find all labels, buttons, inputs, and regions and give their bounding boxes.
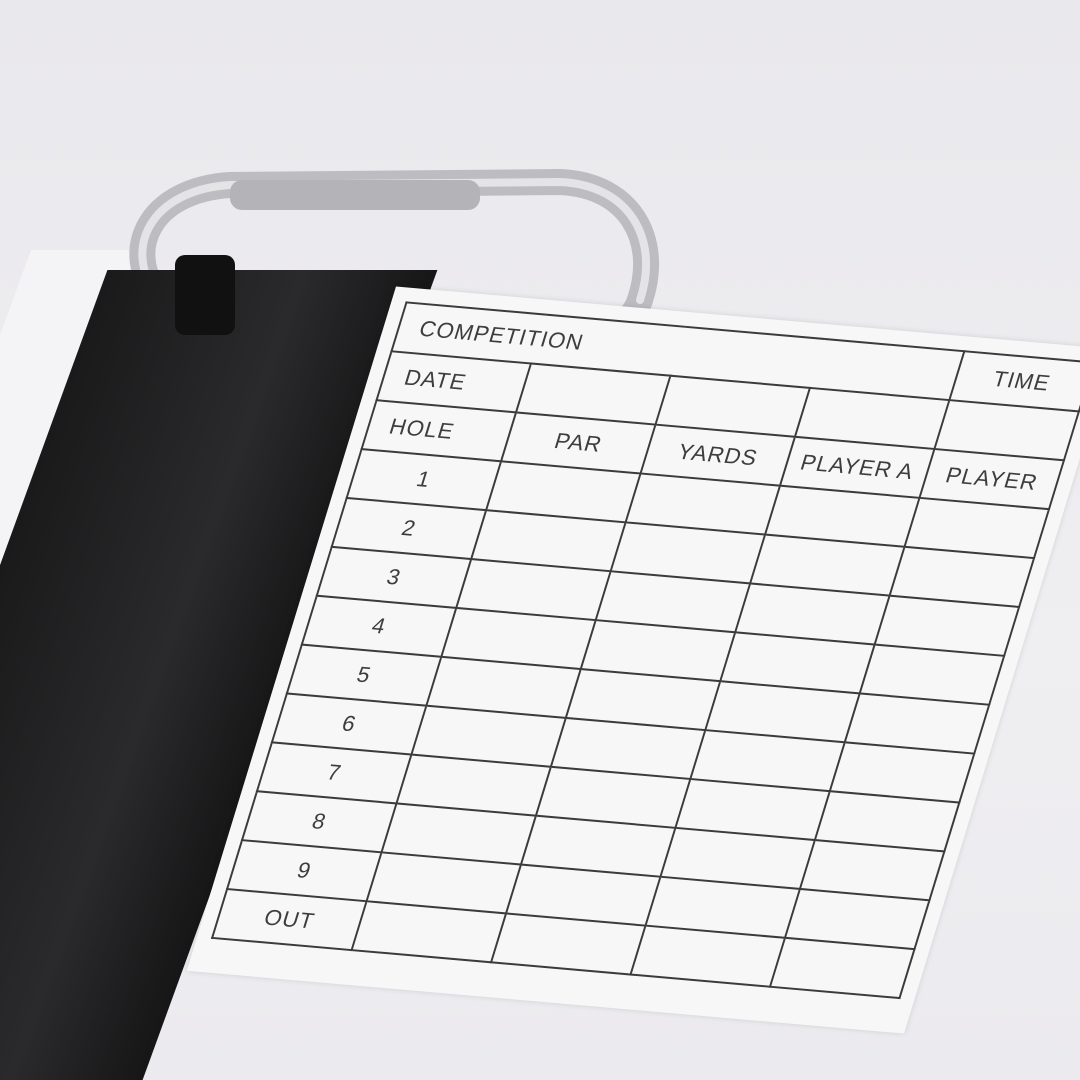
score-cell[interactable] bbox=[770, 937, 915, 999]
